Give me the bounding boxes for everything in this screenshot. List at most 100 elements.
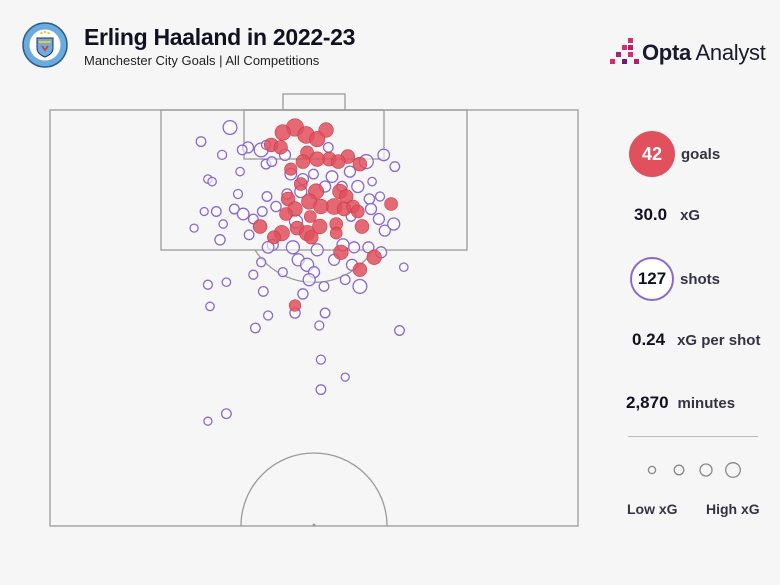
shot-marker <box>199 206 209 217</box>
goal-marker <box>288 299 302 312</box>
shot-marker <box>202 279 214 290</box>
shot-marker <box>256 257 267 268</box>
shot-marker <box>363 193 376 205</box>
shot-marker <box>352 278 368 294</box>
shot-marker <box>389 161 401 173</box>
xg-per-shot-label: xG per shot <box>677 331 761 349</box>
legend-size-circle <box>647 465 657 475</box>
shot-marker <box>378 224 391 237</box>
shot-marker <box>325 170 339 184</box>
shot-marker <box>374 191 386 202</box>
goal-marker <box>309 131 326 148</box>
legend-size-circle <box>673 464 685 476</box>
goal-marker <box>284 162 298 176</box>
xg-per-shot-stat: 0.24 xG per shot <box>632 330 760 350</box>
shot-marker <box>364 202 378 216</box>
shot-marker <box>256 206 268 217</box>
shot-marker <box>347 241 361 254</box>
goal-marker <box>295 154 311 169</box>
shots-stat: 127 shots <box>630 257 720 301</box>
shot-marker <box>270 200 282 213</box>
shot-marker <box>249 322 261 334</box>
shot-marker <box>340 372 350 382</box>
legend-low-label: Low xG <box>627 501 678 517</box>
goal-marker <box>312 218 328 235</box>
minutes-label: minutes <box>677 394 736 412</box>
shot-marker <box>243 229 255 241</box>
goal-marker <box>274 124 291 141</box>
opta-analyst-logo: Opta Analyst <box>642 40 766 65</box>
shot-marker <box>394 325 405 336</box>
centre-spot <box>312 523 316 527</box>
goal-marker <box>329 226 343 240</box>
shot-marker <box>214 234 226 246</box>
shot-marker <box>322 141 334 153</box>
goal-marker <box>252 219 268 234</box>
goal-marker <box>293 177 308 191</box>
shot-marker <box>236 144 248 156</box>
shot-marker <box>277 267 288 278</box>
legend-high-label: High xG <box>706 501 760 517</box>
goal-marker <box>384 197 398 211</box>
goal-marker <box>304 230 319 245</box>
centre-circle <box>240 452 388 527</box>
xg-label: xG <box>680 206 701 224</box>
shots-label: shots <box>680 270 721 288</box>
shot-marker <box>222 119 238 136</box>
goals-value: 42 <box>629 131 675 177</box>
goal-marker <box>354 219 370 234</box>
goals-layer <box>252 118 398 312</box>
goals-stat: 42 goals <box>629 131 720 177</box>
goal-marker <box>333 244 349 260</box>
shot-marker <box>398 262 409 273</box>
shot-marker <box>314 320 325 331</box>
shot-marker <box>315 384 327 396</box>
goal-marker <box>331 154 346 169</box>
shot-marker <box>228 203 240 215</box>
shot-marker <box>367 176 377 187</box>
shot-marker <box>261 191 273 202</box>
shot-marker <box>308 168 319 180</box>
shot-marker <box>261 240 275 254</box>
xg-stat: 30.0 xG <box>634 205 700 225</box>
shot-marker <box>339 274 351 286</box>
shot-marker <box>387 217 401 231</box>
shot-marker <box>218 219 229 229</box>
shot-marker <box>315 354 327 365</box>
goal-marker <box>352 262 368 277</box>
shot-marker <box>236 207 250 221</box>
shots-value: 127 <box>630 257 674 301</box>
minutes-value: 2,870 <box>626 393 669 412</box>
shot-marker <box>318 280 330 292</box>
shot-marker <box>372 212 386 226</box>
xg-value: 30.0 <box>634 205 668 224</box>
goal-marker <box>366 249 382 265</box>
shot-marker <box>220 408 232 420</box>
goal-frame <box>282 93 346 111</box>
goal-marker <box>350 204 365 219</box>
manchester-city-crest-icon <box>22 22 68 68</box>
shot-marker <box>351 179 365 194</box>
shot-marker <box>257 285 269 297</box>
shot-marker <box>235 166 245 177</box>
goal-marker <box>352 156 368 172</box>
shot-marker <box>195 136 207 148</box>
goal-marker <box>267 230 281 245</box>
minutes-stat: 2,870 minutes <box>626 393 735 413</box>
legend-size-circle <box>699 463 713 477</box>
shot-marker <box>232 188 244 200</box>
goal-marker <box>303 210 317 223</box>
shot-marker <box>302 273 316 287</box>
shot-marker <box>319 307 331 319</box>
xg-per-shot-value: 0.24 <box>632 330 666 349</box>
page-subtitle: Manchester City Goals | All Competitions <box>84 53 320 68</box>
shot-marker <box>377 148 391 162</box>
goal-marker <box>273 140 288 155</box>
xg-size-legend <box>647 462 741 478</box>
legend-divider <box>628 436 758 437</box>
goal-marker <box>279 207 293 221</box>
shot-marker <box>285 240 301 255</box>
shot-marker <box>262 310 274 321</box>
shot-marker <box>248 269 259 280</box>
